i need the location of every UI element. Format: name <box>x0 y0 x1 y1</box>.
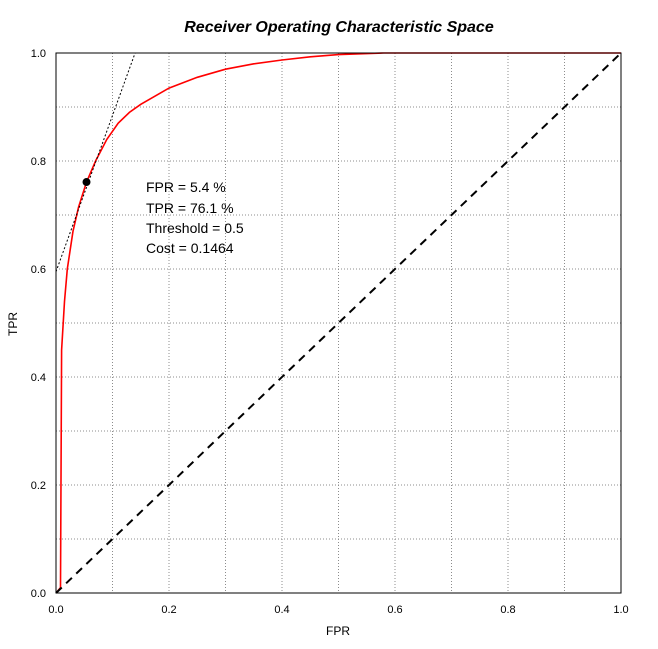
annotation-cost: Cost = 0.1464 <box>146 240 234 256</box>
y-tick-label: 0.6 <box>31 264 46 276</box>
tangent-line <box>55 52 136 272</box>
y-tick-label: 0.0 <box>31 588 46 600</box>
x-tick-label: 0.0 <box>48 604 63 616</box>
x-axis-label: FPR <box>326 624 350 638</box>
operating-point <box>82 178 91 187</box>
diagonal-reference-line <box>55 52 622 594</box>
y-tick-label: 0.4 <box>31 372 46 384</box>
y-axis-label: TPR <box>6 312 20 336</box>
annotation-fpr: FPR = 5.4 % <box>146 179 226 195</box>
x-tick-label: 0.4 <box>274 604 289 616</box>
x-tick-label: 0.6 <box>387 604 402 616</box>
roc-curve <box>55 52 621 594</box>
operating-point-marker <box>82 178 91 187</box>
y-tick-label: 0.2 <box>31 480 46 492</box>
annotation-tpr: TPR = 76.1 % <box>146 200 234 216</box>
tick-labels: 0.0 0.2 0.4 0.6 0.8 1.0 0.0 0.2 0.4 0.6 0.8 1.0 <box>31 48 629 616</box>
annotation-threshold: Threshold = 0.5 <box>146 220 244 236</box>
x-tick-label: 0.8 <box>500 604 515 616</box>
x-tick-label: 0.2 <box>161 604 176 616</box>
y-tick-label: 1.0 <box>31 48 46 60</box>
grid <box>56 53 621 593</box>
series-lines <box>55 52 622 594</box>
x-tick-label: 1.0 <box>613 604 628 616</box>
chart-title: Receiver Operating Characteristic Space <box>184 19 494 36</box>
y-tick-label: 0.8 <box>31 156 46 168</box>
plot-frame <box>55 52 622 594</box>
